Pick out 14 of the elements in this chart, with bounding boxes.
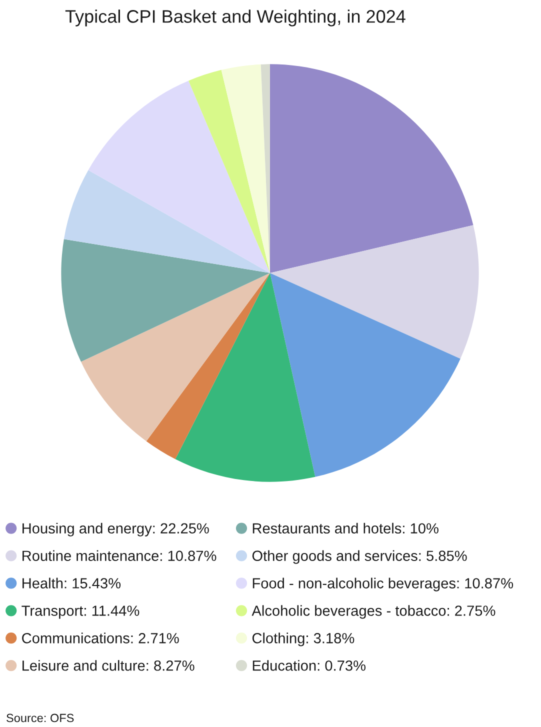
legend-label: Alcoholic beverages - tobacco: 2.75% xyxy=(252,605,496,619)
legend-label: Communications: 2.71% xyxy=(22,632,179,644)
legend-label: Restaurants and hotels: 10% xyxy=(252,522,438,534)
legend-label: Clothing: 3.18% xyxy=(252,632,354,646)
legend-label: Education: 0.73% xyxy=(252,660,366,671)
chart-title: Typical CPI Basket and Weighting, in 2024 xyxy=(65,10,406,26)
source-note: Source: OFS xyxy=(6,714,74,722)
legend-label: Housing and energy: 22.25% xyxy=(22,522,209,536)
legend-label: Other goods and services: 5.85% xyxy=(252,550,467,564)
legend-label: Routine maintenance: 10.87% xyxy=(22,550,216,561)
legend-label: Food - non-alcoholic beverages: 10.87% xyxy=(252,578,514,592)
legend-label: Leisure and culture: 8.27% xyxy=(22,660,194,671)
legend-label: Transport: 11.44% xyxy=(22,606,140,619)
legend-label: Health: 15.43% xyxy=(22,578,121,588)
